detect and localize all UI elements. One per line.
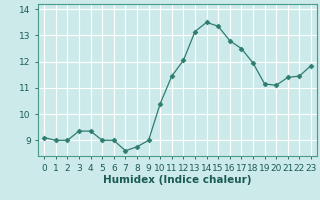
X-axis label: Humidex (Indice chaleur): Humidex (Indice chaleur) xyxy=(103,175,252,185)
